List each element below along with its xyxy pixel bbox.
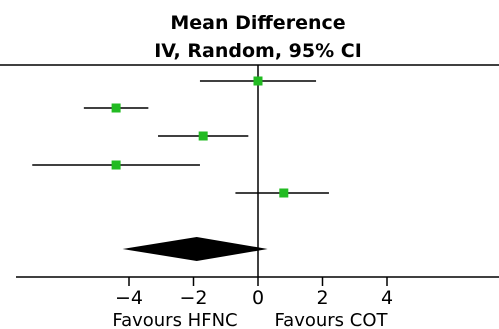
chart-subtitle: IV, Random, 95% CI [154,40,362,62]
x-tick-label-2: −2 [179,287,207,309]
study-point-4 [111,160,121,170]
studies-layer [32,76,329,198]
favours-left-label: Favours HFNC [112,310,237,329]
chart-title: Mean Difference [170,12,345,34]
x-tick-label-1: −4 [115,287,143,309]
study-point-3 [198,131,208,141]
pooled-diamond [122,237,268,261]
favours-right-label: Favours COT [274,310,388,329]
study-point-5 [279,188,289,198]
x-axis-ticks: −4 −2 0 2 4 [115,277,393,309]
study-point-2 [111,103,121,113]
pooled-layer [122,237,268,261]
x-tick-label-5: 4 [381,287,393,309]
x-tick-label-3: 0 [252,287,264,309]
study-point-1 [253,76,263,86]
x-tick-label-4: 2 [316,287,328,309]
